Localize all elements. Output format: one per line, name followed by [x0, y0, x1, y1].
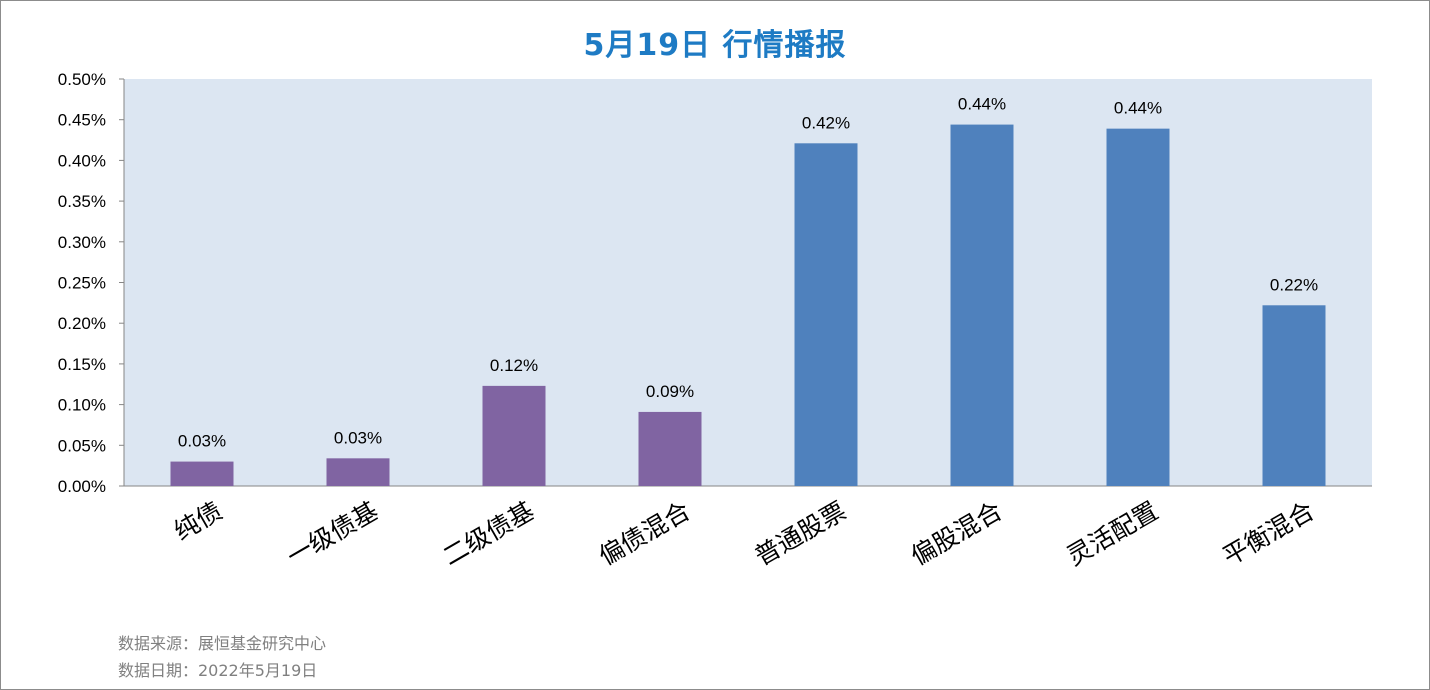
- y-tick-label: 0.45%: [58, 111, 106, 130]
- data-label: 0.03%: [178, 432, 226, 451]
- bar: [170, 461, 234, 486]
- y-tick-label: 0.30%: [58, 233, 106, 252]
- data-label: 0.22%: [1270, 275, 1318, 294]
- data-label: 0.09%: [646, 382, 694, 401]
- y-tick-label: 0.10%: [58, 396, 106, 415]
- y-tick-label: 0.00%: [58, 477, 106, 496]
- x-tick-label: 二级债基: [438, 496, 539, 571]
- y-tick-label: 0.40%: [58, 151, 106, 170]
- data-label: 0.44%: [958, 95, 1006, 114]
- x-tick-label: 偏股混合: [906, 496, 1007, 571]
- y-tick-label: 0.20%: [58, 314, 106, 333]
- data-label: 0.12%: [490, 356, 538, 375]
- bar: [326, 458, 390, 486]
- bar: [1106, 128, 1170, 487]
- data-label: 0.42%: [802, 113, 850, 132]
- data-source-note: 数据来源：展恒基金研究中心: [118, 634, 327, 653]
- x-tick-label: 一级债基: [282, 496, 383, 571]
- plot-layer: 0.00% 0.05% 0.10% 0.15% 0.20% 0.25% 0.30% 0.35%…: [58, 70, 1372, 571]
- plot-area: [124, 79, 1372, 486]
- chart-title: 5月19日 行情播报: [583, 28, 847, 63]
- y-tick-label: 0.25%: [58, 274, 106, 293]
- x-tick-label: 偏债混合: [594, 496, 695, 571]
- x-tick-label: 纯债: [169, 496, 227, 546]
- y-tick-label: 0.15%: [58, 355, 106, 374]
- bar: [638, 411, 702, 486]
- data-label: 0.03%: [334, 428, 382, 447]
- bar: [482, 385, 546, 486]
- x-tick-label: 灵活配置: [1062, 496, 1163, 571]
- data-label: 0.44%: [1114, 99, 1162, 118]
- y-tick-label: 0.50%: [58, 70, 106, 89]
- bar: [950, 124, 1014, 487]
- bar: [1262, 305, 1326, 486]
- x-tick-label: 普通股票: [750, 496, 851, 571]
- y-tick-label: 0.35%: [58, 192, 106, 211]
- bar: [794, 143, 858, 486]
- y-tick-label: 0.05%: [58, 436, 106, 455]
- data-date-note: 数据日期：2022年5月19日: [118, 661, 318, 680]
- x-tick-label: 平衡混合: [1218, 496, 1319, 571]
